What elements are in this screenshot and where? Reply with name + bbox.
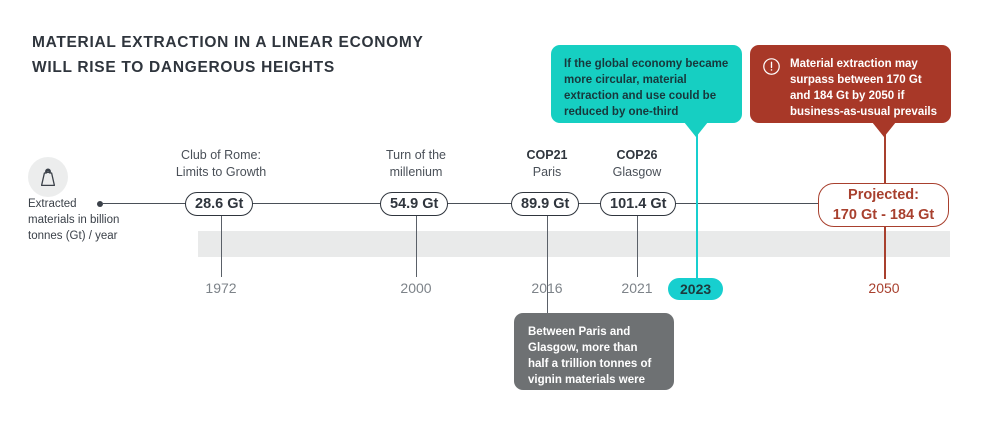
value-pill-2021[interactable]: 101.4 Gt: [600, 192, 677, 216]
event-caption-line2: Limits to Growth: [175, 165, 267, 179]
event-caption-2000: Turn of the millenium: [351, 147, 481, 181]
year-label-2000: 2000: [400, 280, 432, 296]
axis-start-dot: [97, 201, 103, 207]
tickline-2021: [637, 215, 639, 277]
callout-red-tail: [872, 122, 896, 137]
event-caption-line1: Club of Rome:: [181, 148, 261, 162]
value-pill-2016[interactable]: 89.9 Gt: [511, 192, 580, 216]
page-title: MATERIAL EXTRACTION IN A LINEAR ECONOMY …: [32, 34, 424, 76]
event-caption-2016: COP21 Paris: [492, 147, 602, 181]
timeline-axis: [103, 203, 833, 205]
value-pill-2000[interactable]: 54.9 Gt: [380, 192, 449, 216]
projected-range: 170 Gt - 184 Gt: [832, 207, 935, 223]
tickline-2023: [696, 122, 698, 279]
value-pill-1972[interactable]: 28.6 Gt: [185, 192, 254, 216]
callout-circular-economy: If the global economy became more circul…: [551, 45, 742, 123]
tickline-2016: [547, 215, 549, 315]
event-caption-line1: Turn of the: [386, 148, 446, 162]
event-caption-1972: Club of Rome: Limits to Growth: [156, 147, 286, 181]
year-label-2050: 2050: [868, 280, 900, 296]
event-caption-line2: millenium: [389, 165, 443, 179]
year-label-1972: 1972: [205, 280, 237, 296]
year-pill-2023[interactable]: 2023: [668, 278, 724, 300]
year-label-2021: 2021: [621, 280, 653, 296]
extraction-band-track: [198, 231, 950, 257]
callout-grey-text: Between Paris and Glasgow, more than hal…: [528, 326, 652, 402]
event-caption-line1: COP21: [526, 148, 568, 162]
callout-teal-tail: [684, 122, 708, 137]
projected-label: Projected:: [848, 187, 919, 203]
weight-icon: [28, 157, 68, 197]
axis-label: Extracted materials in billion tonnes (G…: [28, 198, 120, 242]
tickline-1972: [221, 215, 223, 277]
event-caption-line2: Glasgow: [612, 165, 662, 179]
tickline-2000: [416, 215, 418, 277]
callout-red-text: Material extraction may surpass between …: [790, 58, 938, 118]
projected-value-pill[interactable]: Projected: 170 Gt - 184 Gt: [818, 183, 949, 227]
alert-circle-icon: [762, 57, 781, 81]
year-label-2016: 2016: [531, 280, 563, 296]
event-caption-2021: COP26 Glasgow: [582, 147, 692, 181]
callout-paris-glasgow: Between Paris and Glasgow, more than hal…: [514, 313, 674, 402]
extraction-band-bar: [198, 239, 950, 249]
event-caption-line1: COP26: [616, 148, 658, 162]
callout-business-as-usual: Material extraction may surpass between …: [750, 45, 951, 123]
callout-teal-text: If the global economy became more circul…: [564, 58, 729, 118]
event-caption-line2: Paris: [532, 165, 562, 179]
